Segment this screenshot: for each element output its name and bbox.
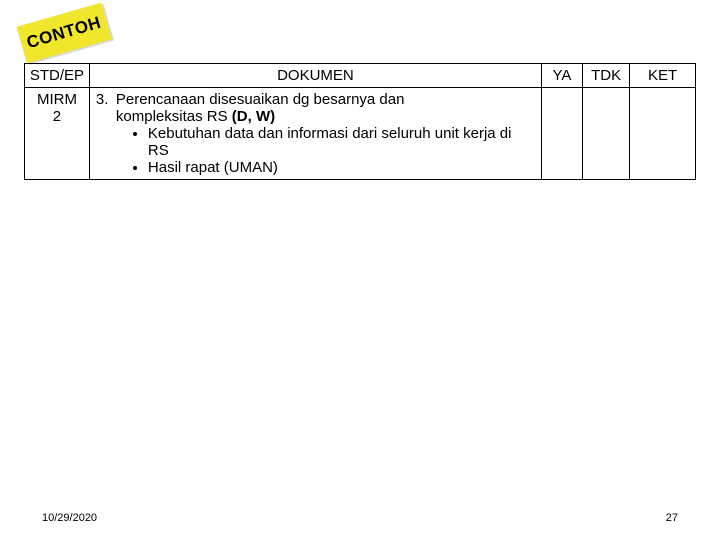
header-tdk: TDK	[582, 64, 629, 88]
table-row: MIRM 2 3. Perencanaan disesuaikan dg bes…	[25, 88, 696, 180]
cell-std: MIRM 2	[25, 88, 90, 180]
cell-tdk	[582, 88, 629, 180]
cell-dokumen: 3. Perencanaan disesuaikan dg besarnya d…	[89, 88, 541, 180]
bullet-item: Kebutuhan data dan informasi dari seluru…	[148, 125, 535, 159]
item-number: 3.	[96, 91, 116, 176]
bullet-item: Hasil rapat (UMAN)	[148, 159, 535, 176]
footer-date: 10/29/2020	[42, 512, 97, 524]
item-bullets: Kebutuhan data dan informasi dari seluru…	[148, 125, 535, 176]
header-ket: KET	[630, 64, 696, 88]
header-std: STD/EP	[25, 64, 90, 88]
table-header-row: STD/EP DOKUMEN YA TDK KET	[25, 64, 696, 88]
header-ya: YA	[541, 64, 582, 88]
document-table: STD/EP DOKUMEN YA TDK KET MIRM 2 3. Pere…	[24, 63, 696, 180]
std-line1: MIRM	[37, 91, 77, 108]
cell-ya	[541, 88, 582, 180]
cell-ket	[630, 88, 696, 180]
item-line2-bold: (D, W)	[232, 108, 275, 125]
std-line2: 2	[53, 108, 61, 125]
item-line2-prefix: kompleksitas RS	[116, 108, 232, 125]
footer-page: 27	[666, 512, 678, 524]
contoh-badge: CONTOH	[16, 3, 111, 64]
header-dokumen: DOKUMEN	[89, 64, 541, 88]
item-line1: Perencanaan disesuaikan dg besarnya dan	[116, 91, 405, 108]
